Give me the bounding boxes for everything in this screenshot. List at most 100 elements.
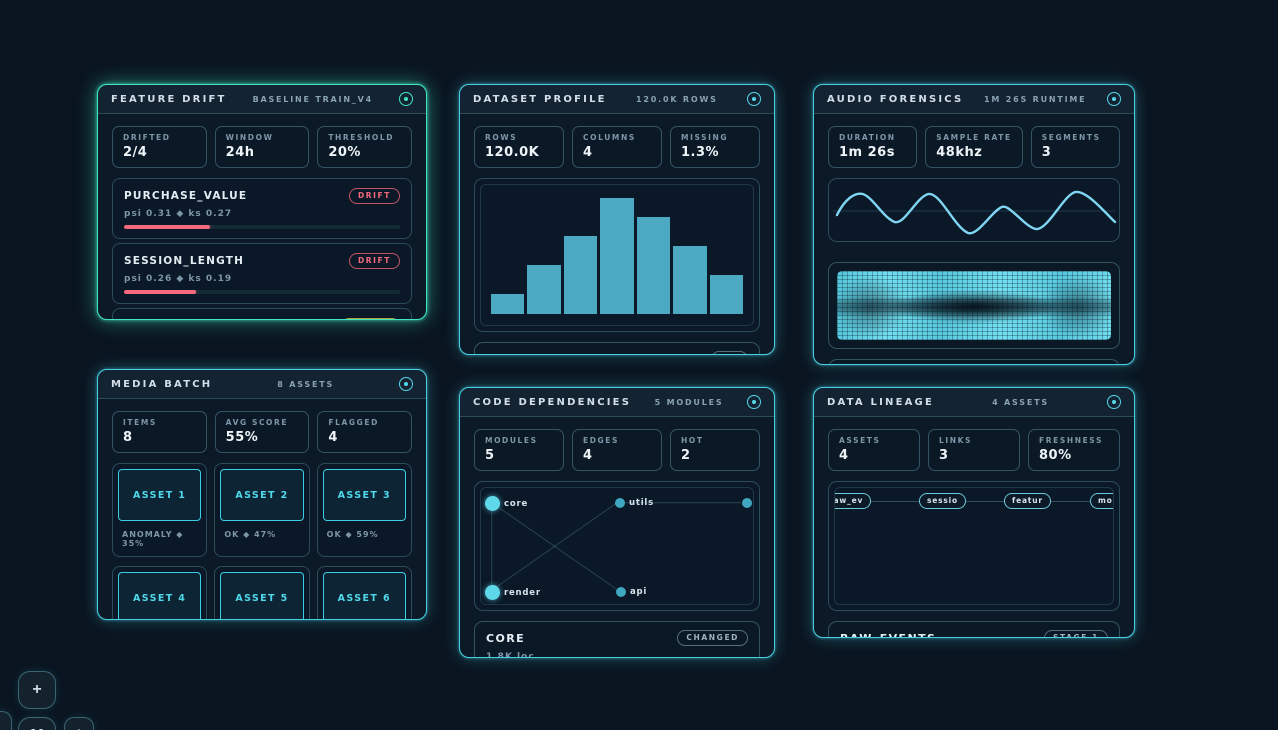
data-lineage-stats: ASSETS 4 LINKS 3 FRESHNESS 80% — [828, 429, 1120, 471]
audio-forensics-stats: DURATION 1m 26s SAMPLE RATE 48khz SEGMEN… — [828, 126, 1120, 168]
lineage-connector-line — [835, 501, 1113, 502]
stat-assets: ASSETS 4 — [828, 429, 920, 471]
asset-card-2[interactable]: ASSET 2 OK ◆ 47% — [214, 463, 310, 557]
code-dependencies-stats: MODULES 5 EDGES 4 HOT 2 — [474, 429, 760, 471]
drift-bar-track — [124, 290, 400, 294]
stat-value: 2 — [681, 448, 691, 463]
media-batch-stats: ITEMS 8 AVG SCORE 55% FLAGGED 4 — [112, 411, 413, 453]
changed-badge: CHANGED — [677, 630, 748, 646]
node-dot-icon — [485, 585, 500, 600]
partial-button-edge[interactable] — [0, 711, 12, 730]
stat-duration: DURATION 1m 26s — [828, 126, 918, 168]
stat-rows: ROWS 120.0K — [474, 126, 564, 168]
drift-bar-fill — [124, 290, 196, 294]
stat-label: ROWS — [485, 133, 518, 142]
asset-card-5[interactable]: ASSET 5 — [214, 566, 310, 619]
node-label: core — [504, 498, 529, 509]
panel-subtitle: 5 MODULES — [654, 397, 724, 407]
asset-label: ASSET 5 — [235, 592, 289, 604]
lineage-flow-canvas: raw_ev sessio featur model_ — [834, 487, 1114, 605]
node-dot-icon — [615, 498, 625, 508]
waveform-svg — [832, 190, 1117, 235]
record-target-icon[interactable] — [398, 377, 413, 391]
panel-title: CODE DEPENDENCIES — [473, 396, 632, 408]
media-batch-header: MEDIA BATCH 8 ASSETS — [98, 370, 426, 399]
partial-button-b[interactable]: + — [64, 717, 94, 730]
record-target-icon[interactable] — [1107, 395, 1121, 409]
stat-segments: SEGMENTS 3 — [1030, 126, 1120, 168]
partial-button-a[interactable]: M — [18, 717, 56, 730]
stat-value: 4 — [839, 448, 849, 463]
panel-audio-forensics: AUDIO FORENSICS 1M 26S RUNTIME DURATION … — [813, 84, 1135, 365]
stat-edges: EDGES 4 — [572, 429, 662, 471]
panel-title: FEATURE DRIFT — [111, 93, 227, 105]
drift-badge: DRIFT — [348, 253, 400, 269]
asset-caption: ANOMALY ◆ 35% — [122, 530, 184, 548]
graph-node-utils: utils — [615, 498, 654, 508]
feature-row-session-length: SESSION_LENGTH DRIFT psi 0.26 ◆ ks 0.19 — [112, 243, 412, 304]
asset-card-4[interactable]: ASSET 4 — [112, 566, 208, 619]
stat-label: SEGMENTS — [1041, 133, 1101, 142]
type-badge: INT — [711, 351, 748, 354]
panel-title: DATA LINEAGE — [827, 396, 935, 408]
stat-label: DURATION — [839, 133, 896, 142]
module-loc: 1.8K loc — [486, 652, 535, 658]
node-label: api — [630, 587, 648, 597]
stat-label: AVG SCORE — [225, 418, 289, 427]
histogram-bar — [563, 236, 598, 314]
stat-label: LINKS — [939, 436, 973, 445]
panel-subtitle: BASELINE TRAIN_V4 — [252, 94, 373, 104]
stat-value: 20% — [328, 145, 361, 160]
lineage-node-sessions: sessio — [919, 493, 967, 509]
asset-card-1[interactable]: ASSET 1 ANOMALY ◆ 35% — [112, 463, 208, 557]
stat-sample-rate: SAMPLE RATE 48khz — [925, 126, 1023, 168]
lineage-flow: raw_ev sessio featur model_ — [828, 481, 1120, 611]
graph-node-core: core — [485, 496, 528, 511]
record-target-icon[interactable] — [746, 395, 761, 409]
stat-label: FRESHNESS — [1039, 436, 1103, 445]
drift-bar-track — [124, 225, 400, 229]
panel-title: DATASET PROFILE — [473, 93, 607, 105]
stat-value: 4 — [328, 430, 338, 445]
stat-label: EDGES — [583, 436, 620, 445]
drift-badge: DRIFT — [348, 188, 400, 204]
panel-dataset-profile: DATASET PROFILE 120.0K ROWS ROWS 120.0K … — [459, 84, 775, 355]
stat-value: 2/4 — [123, 145, 148, 160]
stat-drifted: DRIFTED 2/4 — [112, 126, 207, 168]
lineage-node-features: featur — [1004, 493, 1051, 509]
stat-label: FLAGGED — [328, 418, 379, 427]
stat-value: 80% — [1039, 448, 1072, 463]
node-dot-icon — [616, 587, 626, 597]
stat-window: WINDOW 24h — [214, 126, 310, 168]
panel-subtitle: 4 ASSETS — [992, 397, 1049, 407]
add-button[interactable]: + — [18, 671, 56, 709]
asset-card-3[interactable]: ASSET 3 OK ◆ 59% — [316, 463, 412, 557]
asset-label: ASSET 2 — [235, 489, 289, 501]
stat-hot: HOT 2 — [670, 429, 760, 471]
asset-label: ASSET 3 — [337, 489, 391, 501]
graph-node-api: api — [616, 587, 647, 597]
asset-label: ASSET 6 — [337, 592, 391, 604]
stat-freshness: FRESHNESS 80% — [1028, 429, 1120, 471]
audio-forensics-header: AUDIO FORENSICS 1M 26S RUNTIME — [814, 85, 1134, 114]
record-target-icon[interactable] — [399, 92, 413, 106]
record-target-icon[interactable] — [747, 92, 761, 106]
histogram-bar — [600, 198, 634, 314]
stat-value: 48khz — [936, 145, 983, 160]
asset-card-6[interactable]: ASSET 6 — [316, 566, 412, 619]
stat-items: ITEMS 8 — [112, 411, 207, 453]
code-dependencies-header: CODE DEPENDENCIES 5 MODULES — [460, 388, 774, 417]
stat-label: MODULES — [485, 436, 538, 445]
dataset-profile-header: DATASET PROFILE 120.0K ROWS — [460, 85, 774, 114]
module-name: CORE — [486, 631, 526, 645]
node-dot-icon — [485, 496, 500, 511]
record-target-icon[interactable] — [1107, 92, 1121, 106]
feature-name: PURCHASE_VALUE — [124, 190, 248, 202]
graph-node-p: p — [742, 498, 753, 508]
stat-label: ITEMS — [123, 418, 157, 427]
histogram-bar — [527, 265, 561, 314]
stat-flagged: FLAGGED 4 — [317, 411, 413, 453]
asset-label: ASSET 4 — [133, 592, 187, 604]
stat-value: 1.3% — [681, 145, 720, 160]
feature-drift-header: FEATURE DRIFT BASELINE TRAIN_V4 — [98, 85, 426, 114]
